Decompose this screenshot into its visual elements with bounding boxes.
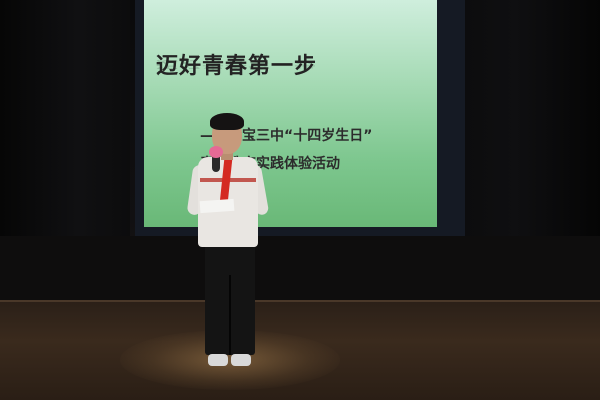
speaker-pants-split (229, 275, 231, 355)
speaker-right-shoe (231, 354, 251, 366)
microphone (212, 150, 220, 172)
speaker-left-shoe (208, 354, 228, 366)
slide-subtitle-line1: ——七宝三中“十四岁生日” (200, 128, 373, 144)
speaker-hair (210, 113, 244, 130)
speech-paper (199, 198, 235, 214)
stage-back-wall (0, 236, 600, 306)
speaker-neck (221, 150, 233, 160)
slide-title: 迈好青春第一步 (156, 53, 318, 79)
microphone-head (209, 146, 223, 158)
